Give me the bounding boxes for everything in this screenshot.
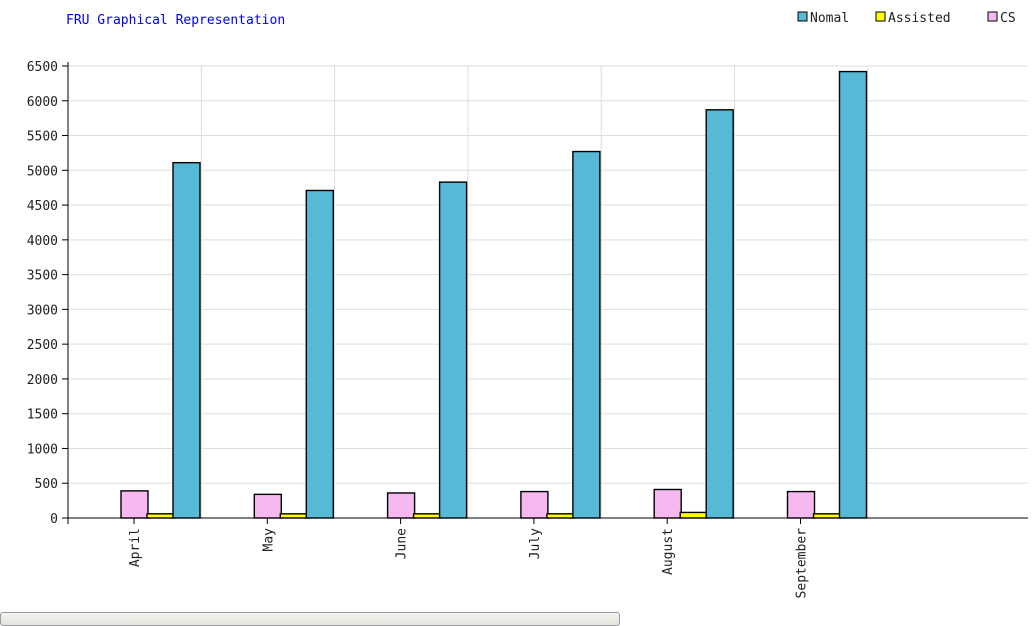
bar-cs-july [520, 490, 549, 519]
y-tick-label: 500 [35, 477, 58, 492]
y-tick-label: 3000 [27, 303, 58, 318]
bar-assisted-september [812, 513, 842, 519]
chart-title: FRU Graphical Representation [66, 13, 285, 28]
bar-assisted-may [279, 513, 308, 519]
legend-swatch-nomal [797, 11, 808, 22]
bar-cs-may [253, 493, 283, 519]
x-tick-label: September [795, 528, 810, 599]
bar-assisted-july [546, 513, 575, 519]
y-tick-label: 5000 [27, 164, 58, 179]
bar-assisted-august [679, 511, 708, 519]
y-tick-label: 2000 [27, 373, 58, 388]
bar-nomal-april [172, 161, 201, 519]
bar-assisted-april [146, 513, 175, 519]
y-tick-label: 6500 [27, 60, 58, 75]
bar-nomal-may [305, 189, 334, 519]
legend: Nomal Assisted CS [797, 11, 1016, 26]
axes [62, 62, 1028, 524]
y-tick-label: 5500 [27, 130, 58, 145]
legend-label-cs: CS [1000, 11, 1016, 26]
x-tick-label: May [261, 528, 276, 552]
bar-cs-august [653, 488, 682, 519]
bar-nomal-august [705, 109, 734, 519]
grid-lines [68, 65, 1028, 519]
legend-swatch-cs [987, 11, 998, 22]
legend-label-nomal: Nomal [810, 11, 849, 26]
x-tick-label: August [661, 528, 676, 575]
y-tick-label: 6000 [27, 95, 58, 110]
y-tick-label: 1000 [27, 442, 58, 457]
x-tick-labels: April May June July August September [128, 528, 810, 599]
bar-cs-april [120, 490, 149, 519]
bar-nomal-june [438, 181, 468, 519]
bar-assisted-june [412, 513, 442, 519]
x-tick-label: April [128, 528, 143, 567]
y-tick-label: 4500 [27, 199, 58, 214]
legend-label-assisted: Assisted [888, 11, 951, 26]
bar-nomal-september [838, 70, 868, 519]
fru-bar-chart: FRU Graphical Representation 0 500 1000 150… [27, 11, 1028, 599]
x-tick-label: July [528, 528, 543, 559]
y-tick-label: 0 [50, 512, 58, 527]
y-tick-label: 2500 [27, 338, 58, 353]
bar-cs-september [786, 490, 816, 519]
bar-nomal-july [572, 150, 601, 519]
legend-swatch-assisted [875, 11, 886, 22]
y-tick-label: 4000 [27, 234, 58, 249]
y-tick-labels: 0 500 1000 1500 2000 2500 3000 3500 4000 4500 5000… [27, 60, 58, 527]
y-tick-label: 3500 [27, 269, 58, 284]
y-tick-label: 1500 [27, 408, 58, 423]
bars [120, 70, 868, 519]
bar-cs-june [386, 492, 416, 519]
x-tick-label: June [395, 528, 410, 559]
